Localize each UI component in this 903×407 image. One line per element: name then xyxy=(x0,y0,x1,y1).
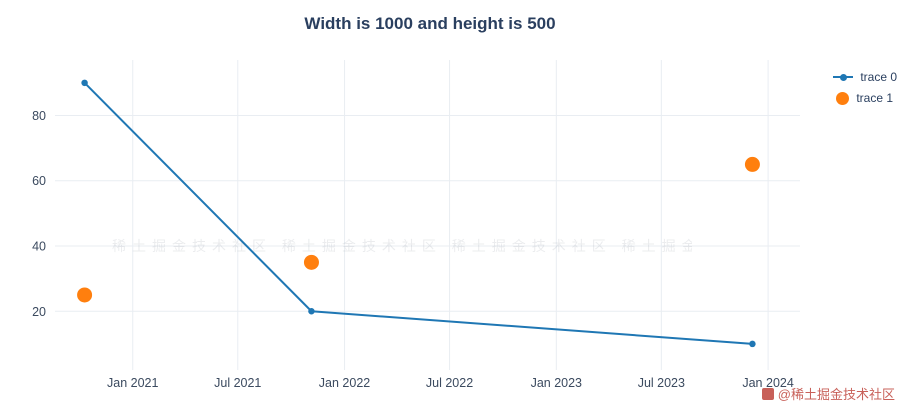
svg-text:20: 20 xyxy=(32,305,46,319)
trace0-line-symbol xyxy=(833,73,854,81)
svg-text:Jan 2024: Jan 2024 xyxy=(742,376,793,390)
svg-text:Jul 2021: Jul 2021 xyxy=(214,376,261,390)
legend-item-trace0[interactable]: trace 0 xyxy=(833,70,897,84)
trace0-dot-icon xyxy=(840,73,848,81)
svg-text:60: 60 xyxy=(32,174,46,188)
trace1-marker-icon xyxy=(836,91,850,105)
svg-text:80: 80 xyxy=(32,109,46,123)
legend: trace 0 trace 1 xyxy=(833,70,897,105)
svg-text:Jan 2023: Jan 2023 xyxy=(531,376,582,390)
legend-label-trace1: trace 1 xyxy=(856,91,893,105)
chart-title: Width is 1000 and height is 500 xyxy=(304,14,556,33)
svg-text:Jul 2023: Jul 2023 xyxy=(638,376,685,390)
svg-text:40: 40 xyxy=(32,240,46,254)
watermark-text: @稀土掘金技术社区 xyxy=(777,387,895,402)
juejin-logo-icon xyxy=(761,387,774,400)
svg-text:Jan 2021: Jan 2021 xyxy=(107,376,158,390)
watermark: @稀土掘金技术社区 xyxy=(761,384,895,403)
legend-item-trace1[interactable]: trace 1 xyxy=(833,91,897,105)
legend-label-trace0: trace 0 xyxy=(860,70,897,84)
svg-text:Jan 2022: Jan 2022 xyxy=(319,376,370,390)
svg-text:Jul 2022: Jul 2022 xyxy=(426,376,473,390)
